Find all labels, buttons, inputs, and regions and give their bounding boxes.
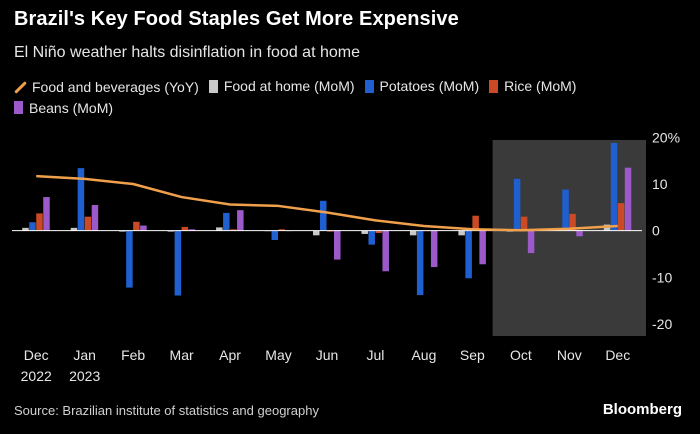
x-tick-label: Dec [24, 347, 49, 363]
legend-swatch [208, 79, 218, 93]
x-tick-label: Sep [460, 347, 485, 363]
legend-label: Potatoes (MoM) [379, 78, 480, 94]
bar [368, 230, 375, 245]
x-tick-label: Jan [73, 347, 96, 363]
bar [216, 227, 223, 231]
legend-label: Beans (MoM) [29, 99, 114, 116]
bar [22, 227, 29, 231]
y-tick-label: 0 [652, 223, 660, 239]
legend-swatch [364, 79, 374, 93]
bar [409, 230, 417, 236]
bar [278, 229, 286, 231]
bar [361, 230, 368, 234]
bar [520, 216, 528, 231]
bar [70, 227, 78, 231]
bar [126, 230, 133, 288]
bloomberg-logo: Bloomberg [602, 401, 682, 418]
bar [624, 167, 632, 231]
bar [513, 178, 521, 231]
legend-swatch [14, 101, 23, 114]
bar [562, 189, 569, 231]
bar [576, 230, 583, 237]
legend-swatch [489, 79, 499, 93]
bar [43, 197, 50, 231]
bar [271, 230, 279, 240]
x-tick-label: Apr [219, 347, 241, 363]
legend-item: Beans (MoM) [14, 98, 113, 118]
source-note: Source: Brazilian institute of statistic… [14, 403, 319, 418]
bar [29, 222, 36, 231]
bar [313, 230, 320, 236]
bar [334, 230, 341, 260]
bar [430, 230, 438, 268]
highlight-region [492, 140, 646, 336]
x-tick-label-year: 2023 [69, 368, 100, 384]
bar [174, 230, 182, 296]
x-tick-label: Nov [557, 347, 582, 363]
bar [458, 230, 465, 236]
bar [320, 200, 327, 231]
x-tick-label-year: 2022 [21, 368, 52, 384]
x-tick-label: Mar [170, 347, 194, 363]
legend-label: Food and beverages (YoY) [32, 78, 199, 95]
legend-label: Rice (MoM) [504, 78, 577, 94]
legend-item: Food and beverages (YoY) [14, 77, 199, 97]
bar [569, 213, 576, 231]
bar [479, 230, 486, 265]
bar [617, 203, 625, 231]
x-tick-label: Aug [411, 347, 436, 363]
bar [181, 226, 189, 231]
bar [140, 225, 147, 231]
y-tick-label: -20 [652, 316, 672, 332]
bar [91, 205, 99, 231]
bar [527, 230, 535, 254]
legend-item: Rice (MoM) [489, 76, 576, 96]
series-line [36, 174, 618, 232]
bar [188, 229, 196, 231]
chart-title: Brazil's Key Food Staples Get More Expen… [14, 8, 459, 30]
x-tick-label: Jun [316, 347, 339, 363]
bar [375, 230, 382, 233]
bar [465, 230, 472, 279]
chart-subtitle: El Niño weather halts disinflation in fo… [14, 44, 360, 61]
bar [416, 230, 424, 296]
x-tick-label: May [265, 347, 291, 363]
y-tick-label: 10 [652, 176, 668, 192]
x-tick-label: Jul [367, 347, 385, 363]
bar [36, 213, 43, 231]
bar [230, 229, 237, 231]
legend-label: Food at home (MoM) [223, 78, 355, 94]
x-tick-label: Feb [121, 347, 145, 363]
bar [472, 215, 479, 231]
bar [237, 210, 244, 231]
bar [84, 216, 92, 231]
legend-item: Food at home (MoM) [208, 76, 355, 96]
bar [382, 230, 389, 272]
bar [133, 221, 140, 231]
y-tick-label: 20% [652, 129, 680, 145]
legend-item: Potatoes (MoM) [364, 76, 480, 96]
x-tick-label: Dec [605, 347, 630, 363]
chart-legend: Food and beverages (YoY) Food at home (Mo… [14, 76, 674, 119]
bar [223, 212, 230, 231]
bar [610, 142, 618, 231]
y-tick-label: -10 [652, 269, 672, 285]
x-tick-label: Oct [510, 347, 532, 363]
bar [77, 168, 85, 231]
